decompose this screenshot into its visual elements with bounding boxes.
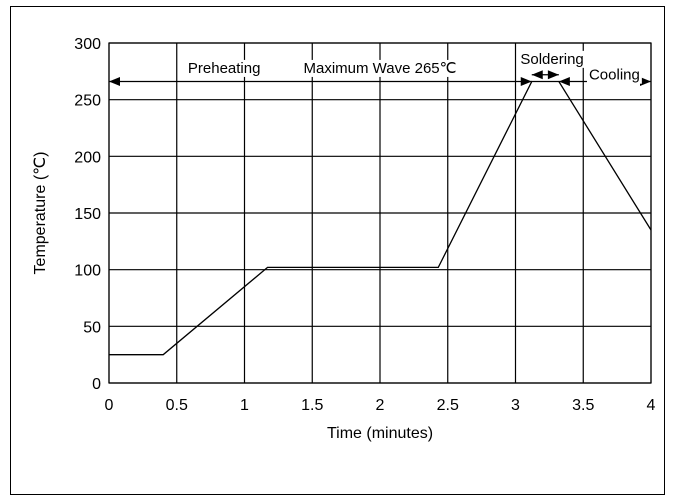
y-tick-label: 300 <box>74 36 101 53</box>
arrow-head <box>520 77 532 87</box>
x-tick-label: 0.5 <box>166 397 188 414</box>
arrow-head <box>109 77 120 87</box>
temperature-series-line <box>109 80 652 356</box>
figure-frame <box>10 6 665 495</box>
x-tick-label: 1 <box>240 397 249 414</box>
y-tick-label: 200 <box>74 149 101 166</box>
annotation-label: Cooling <box>589 67 640 84</box>
annotation-label: Maximum Wave 265℃ <box>304 60 457 77</box>
y-tick-label: 50 <box>83 319 101 336</box>
x-axis-label: Time (minutes) <box>327 425 433 442</box>
x-tick-label: 3.5 <box>572 397 594 414</box>
annotation-label: Soldering <box>520 51 583 68</box>
y-axis-label: Temperature (℃) <box>32 152 49 275</box>
x-tick-label: 3 <box>511 397 520 414</box>
x-tick-label: 2.5 <box>437 397 459 414</box>
plot-area-border <box>108 42 652 384</box>
annotation-labels: Preheating Maximum Wave 265℃ Soldering Cool… <box>185 50 642 84</box>
y-tick-labels: 0 50 100 150 200 250 300 <box>74 36 101 393</box>
y-tick-label: 150 <box>74 206 101 223</box>
y-tick-label: 0 <box>92 376 101 393</box>
arrow-head <box>547 70 559 80</box>
series-group <box>109 80 652 356</box>
x-tick-labels: 0 0.5 1 1.5 2 2.5 3 3.5 4 <box>105 397 656 414</box>
arrow-head <box>640 77 651 87</box>
x-tick-label: 4 <box>647 397 656 414</box>
y-tick-label: 250 <box>74 93 101 110</box>
x-tick-label: 2 <box>376 397 385 414</box>
arrow-head <box>558 77 570 87</box>
arrow-head <box>531 70 543 80</box>
annotation-background <box>185 59 263 77</box>
annotation-background <box>518 50 586 68</box>
x-tick-label: 1.5 <box>301 397 323 414</box>
annotation-background <box>301 59 459 77</box>
annotation-background <box>586 66 642 84</box>
y-tick-label: 100 <box>74 263 101 280</box>
x-tick-label: 0 <box>105 397 114 414</box>
annotation-label: Preheating <box>188 60 261 77</box>
